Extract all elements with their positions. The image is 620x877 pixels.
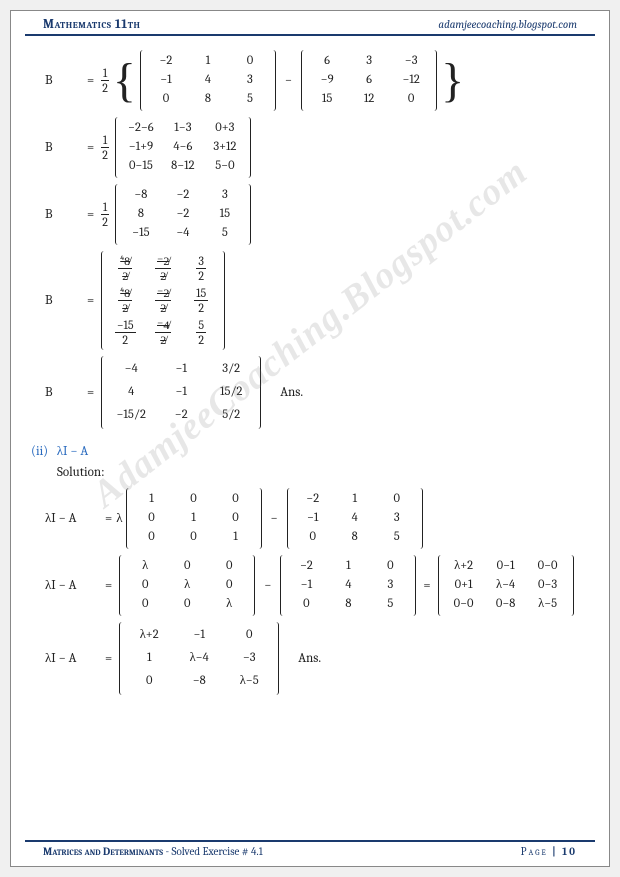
solution-label: Solution:	[57, 465, 575, 480]
equals: =	[105, 511, 112, 527]
part-num: (ii)	[31, 444, 48, 459]
lhs-B: B	[45, 293, 83, 309]
footer-exercise: - Solved Exercise # 4.1	[163, 845, 263, 858]
minus: −	[285, 73, 292, 89]
matrix-LI: λ000λ000λ	[119, 555, 255, 616]
lhs-B: B	[45, 385, 83, 401]
eq-row-5: B = −4−13/24−115/2−15/2−25/2 Ans.	[45, 356, 575, 429]
matrix-2: −2−61−30+3−1+94−63+120−158−125−0	[115, 117, 251, 178]
part-ii: (ii) λI − A	[31, 443, 575, 459]
matrix-1a: −210−143085	[140, 50, 276, 111]
matrix-A: −210−143085	[287, 488, 423, 549]
part-expr: λI − A	[57, 444, 88, 459]
footer-left: Matrices and Determinants - Solved Exerc…	[43, 845, 263, 858]
lhs-lia: λI − A	[45, 511, 101, 527]
equals: =	[87, 293, 94, 309]
equals: =	[105, 651, 112, 667]
equals: =	[87, 73, 94, 89]
matrix-5: −4−13/24−115/2−15/2−25/2	[101, 356, 261, 429]
ans-label: Ans.	[298, 651, 321, 667]
minus: −	[271, 511, 278, 527]
header-url: adamjeecoaching.blogspot.com	[438, 18, 577, 31]
page-footer: Matrices and Determinants - Solved Exerc…	[25, 840, 595, 858]
eq-row-3: B = 12 −8−238−215−15−45	[45, 184, 575, 245]
minus: −	[264, 578, 271, 594]
page-content: AdamjeeCoaching.Blogspot.com B = 12 { −2…	[11, 36, 609, 711]
matrix-1b: 63−3−96−1215120	[301, 50, 437, 111]
matrix-I: 100010001	[126, 488, 262, 549]
page-header: Mathematics 11th adamjeecoaching.blogspo…	[25, 11, 595, 36]
footer-right: Page | 10	[521, 845, 577, 858]
eq-row-4: B = ⁴8̸2̸⁻2̸2̸32⁴8̸2̸⁻2̸2̸152−152⁻4̸2̸52	[45, 251, 575, 350]
lhs-B: B	[45, 140, 83, 156]
lambda: λ	[116, 511, 122, 527]
lhs-B: B	[45, 73, 83, 89]
lhs-lia: λI − A	[45, 651, 101, 667]
footer-chapter: Matrices and Determinants	[43, 845, 163, 858]
header-title: Mathematics 11th	[43, 17, 141, 32]
half: 12	[100, 200, 110, 230]
page: Mathematics 11th adamjeecoaching.blogspo…	[10, 10, 610, 867]
half: 12	[100, 66, 110, 96]
equals: =	[423, 578, 430, 594]
footer-page-num: | 10	[552, 845, 577, 858]
half: 12	[100, 133, 110, 163]
eq-row-7: λI − A = λ000λ000λ − −210−143085 = λ+20−…	[45, 555, 575, 616]
lhs-lia: λI − A	[45, 578, 101, 594]
eq-row-2: B = 12 −2−61−30+3−1+94−63+120−158−125−0	[45, 117, 575, 178]
eq-row-1: B = 12 { −210−143085 − 63−3−96−1215120 }	[45, 50, 575, 111]
matrix-F: λ+2−101λ−4−30−8λ−5	[119, 622, 279, 695]
eq-row-8: λI − A = λ+2−101λ−4−30−8λ−5 Ans.	[45, 622, 575, 695]
equals: =	[87, 385, 94, 401]
matrix-R: λ+20−10−00+1λ−40−30−00−8λ−5	[438, 555, 574, 616]
equals: =	[87, 140, 94, 156]
matrix-3: −8−238−215−15−45	[115, 184, 251, 245]
equals: =	[105, 578, 112, 594]
ans-label: Ans.	[280, 385, 303, 401]
footer-page-label: Page	[521, 845, 548, 858]
eq-row-6: λI − A = λ 100010001 − −210−143085	[45, 488, 575, 549]
matrix-4: ⁴8̸2̸⁻2̸2̸32⁴8̸2̸⁻2̸2̸152−152⁻4̸2̸52	[101, 251, 225, 350]
lhs-B: B	[45, 207, 83, 223]
matrix-A2: −210−143085	[280, 555, 416, 616]
equals: =	[87, 207, 94, 223]
